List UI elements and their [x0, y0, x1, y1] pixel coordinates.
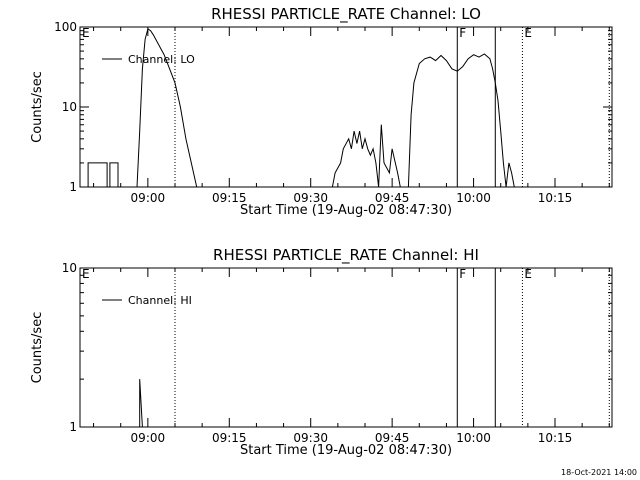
- marker-label-f: F: [459, 26, 466, 40]
- marker-label-e: E: [82, 26, 90, 40]
- series-line-channel-hi: [139, 379, 143, 428]
- marker-label-f: F: [459, 267, 466, 281]
- marker-label-e: E: [524, 26, 532, 40]
- y-tick-label-100: 100: [54, 20, 77, 34]
- x-tick-label-09-15: 09:15: [212, 191, 247, 205]
- plot-frame: [79, 267, 613, 428]
- x-tick-label-09-00: 09:00: [131, 191, 166, 205]
- x-tick-label-09-30: 09:30: [293, 191, 328, 205]
- marker-label-e: E: [82, 267, 90, 281]
- x-tick-label-09-30: 09:30: [293, 431, 328, 445]
- x-tick-label-10-15: 10:15: [538, 431, 573, 445]
- y-tick-label-10: 10: [62, 100, 77, 114]
- y-axis-label: Counts/sec: [30, 312, 45, 384]
- legend-entry: Channel: LO: [128, 53, 195, 66]
- plot-frame: [79, 26, 613, 188]
- y-tick-label-1: 1: [69, 420, 77, 434]
- x-tick-label-10-15: 10:15: [538, 191, 573, 205]
- x-tick-label-09-15: 09:15: [212, 431, 247, 445]
- x-tick-label-10-00: 10:00: [456, 431, 491, 445]
- x-axis-label: Start Time (19-Aug-02 08:47:30): [240, 443, 452, 458]
- y-axis-label: Counts/sec: [30, 71, 45, 143]
- x-tick-label-09-00: 09:00: [131, 431, 166, 445]
- legend-entry: Channel: HI: [128, 294, 192, 307]
- chart-title: RHESSI PARTICLE_RATE Channel: HI: [213, 246, 479, 265]
- series-line-channel-lo: [87, 27, 515, 188]
- timestamp-stamp: 18-Oct-2021 14:00: [561, 468, 637, 477]
- x-tick-label-09-45: 09:45: [375, 431, 410, 445]
- x-tick-label-10-00: 10:00: [456, 191, 491, 205]
- chart-title: RHESSI PARTICLE_RATE Channel: LO: [211, 5, 481, 24]
- y-tick-label-10: 10: [62, 261, 77, 275]
- x-tick-label-09-45: 09:45: [375, 191, 410, 205]
- chart-panel-lo: RHESSI PARTICLE_RATE Channel: LO 1 10 100 09…: [30, 5, 613, 218]
- marker-label-e: E: [524, 267, 532, 281]
- chart-panel-hi: RHESSI PARTICLE_RATE Channel: HI 1 10 09:00…: [30, 246, 613, 458]
- x-axis-label: Start Time (19-Aug-02 08:47:30): [240, 203, 452, 218]
- y-tick-label-1: 1: [69, 180, 77, 194]
